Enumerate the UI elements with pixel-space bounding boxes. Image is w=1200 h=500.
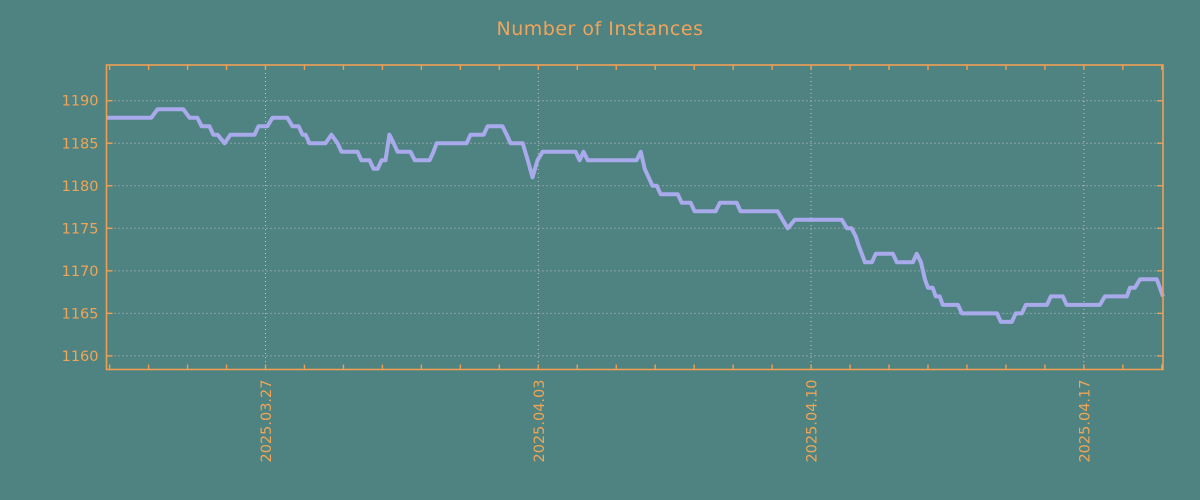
y-tick-label: 1165	[62, 306, 99, 322]
y-tick-label: 1160	[62, 349, 99, 365]
y-tick-label: 1190	[62, 94, 99, 110]
x-tick-label: 2025.04.03	[532, 380, 548, 463]
chart-title: Number of Instances	[496, 18, 704, 40]
y-tick-label: 1175	[62, 221, 99, 237]
y-tick-label: 1185	[62, 136, 99, 152]
x-tick-label: 2025.04.17	[1077, 380, 1093, 463]
x-tick-label: 2025.04.10	[805, 380, 821, 463]
x-tick-label: 2025.03.27	[259, 380, 275, 463]
data-series-line	[106, 107, 1165, 324]
y-tick-label: 1180	[62, 179, 99, 195]
plot-frame	[105, 64, 1164, 371]
y-tick-label: 1170	[62, 264, 99, 280]
